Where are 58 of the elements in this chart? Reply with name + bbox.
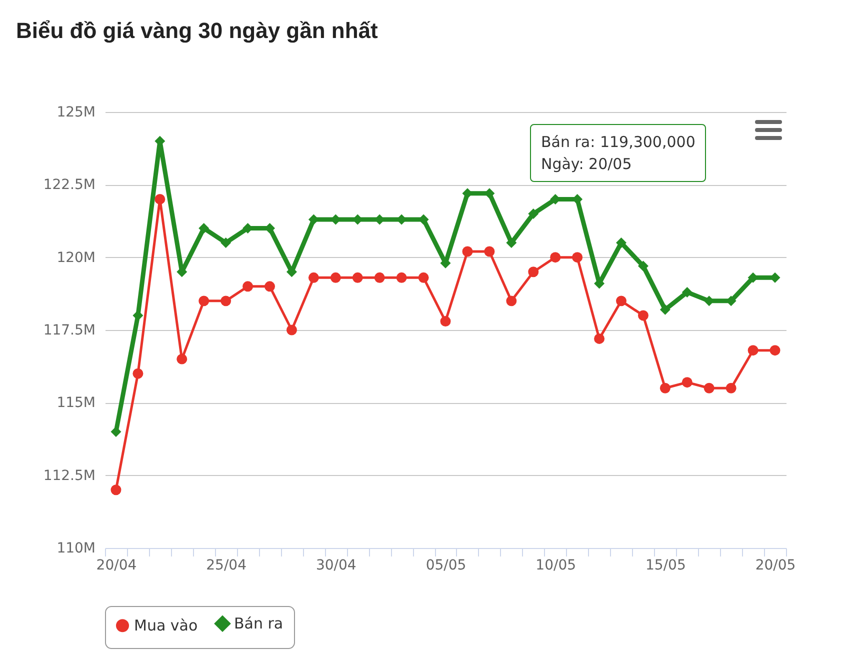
point: [638, 310, 648, 321]
y-tick-label: 117.5M: [43, 322, 96, 338]
point: [330, 272, 341, 283]
x-tick-label: 10/05: [536, 558, 576, 574]
point: [418, 272, 429, 283]
legend-label: Mua vào: [134, 616, 198, 635]
point: [506, 296, 517, 306]
point: [506, 238, 517, 248]
x-tick-label: 30/04: [316, 558, 356, 574]
point: [220, 238, 232, 248]
point: [110, 484, 122, 496]
y-tick-label: 112.5M: [43, 468, 96, 484]
point: [550, 252, 561, 263]
point: [308, 272, 319, 283]
point: [528, 208, 539, 219]
point: [528, 266, 539, 278]
y-tick-label: 125M: [56, 104, 96, 120]
point: [748, 345, 758, 356]
point: [462, 246, 473, 257]
point: [374, 272, 385, 283]
point: [198, 296, 210, 306]
point: [242, 281, 254, 292]
x-tick-label: 05/05: [426, 558, 466, 574]
y-tick-label: 120M: [56, 250, 96, 266]
legend-label: Bán ra: [234, 614, 284, 633]
point: [220, 296, 232, 306]
x-tick-label: 20/04: [96, 558, 137, 574]
point: [594, 333, 605, 344]
point: [440, 316, 451, 327]
annotation: Bán ra: 119,300,000 Ngày: 20/05: [530, 124, 706, 182]
point: [132, 310, 144, 321]
point: [616, 238, 626, 248]
point: [682, 377, 692, 388]
x-tick-label: 20/05: [755, 558, 796, 574]
x-tick-label: 25/04: [206, 558, 247, 574]
point: [286, 324, 297, 336]
y-tick-label: 110M: [56, 540, 96, 556]
point: [264, 281, 275, 292]
point: [176, 354, 188, 364]
point: [616, 296, 626, 306]
point: [154, 194, 166, 204]
point: [726, 382, 736, 394]
point: [704, 382, 714, 394]
point: [396, 272, 407, 283]
point: [132, 368, 144, 379]
point: [638, 260, 648, 272]
point: [572, 252, 583, 263]
chart-title: Biểu đồ giá vàng 30 ngày gần nhất: [16, 18, 379, 43]
point: [198, 223, 210, 234]
point: [352, 272, 363, 283]
point: [660, 304, 670, 315]
point: [660, 382, 670, 394]
point: [484, 246, 495, 257]
x-tick-label: 15/05: [646, 558, 686, 574]
y-tick-label: 122.5M: [43, 177, 96, 194]
point: [770, 345, 780, 356]
point: [682, 286, 692, 298]
y-tick-label: 115M: [56, 395, 96, 412]
